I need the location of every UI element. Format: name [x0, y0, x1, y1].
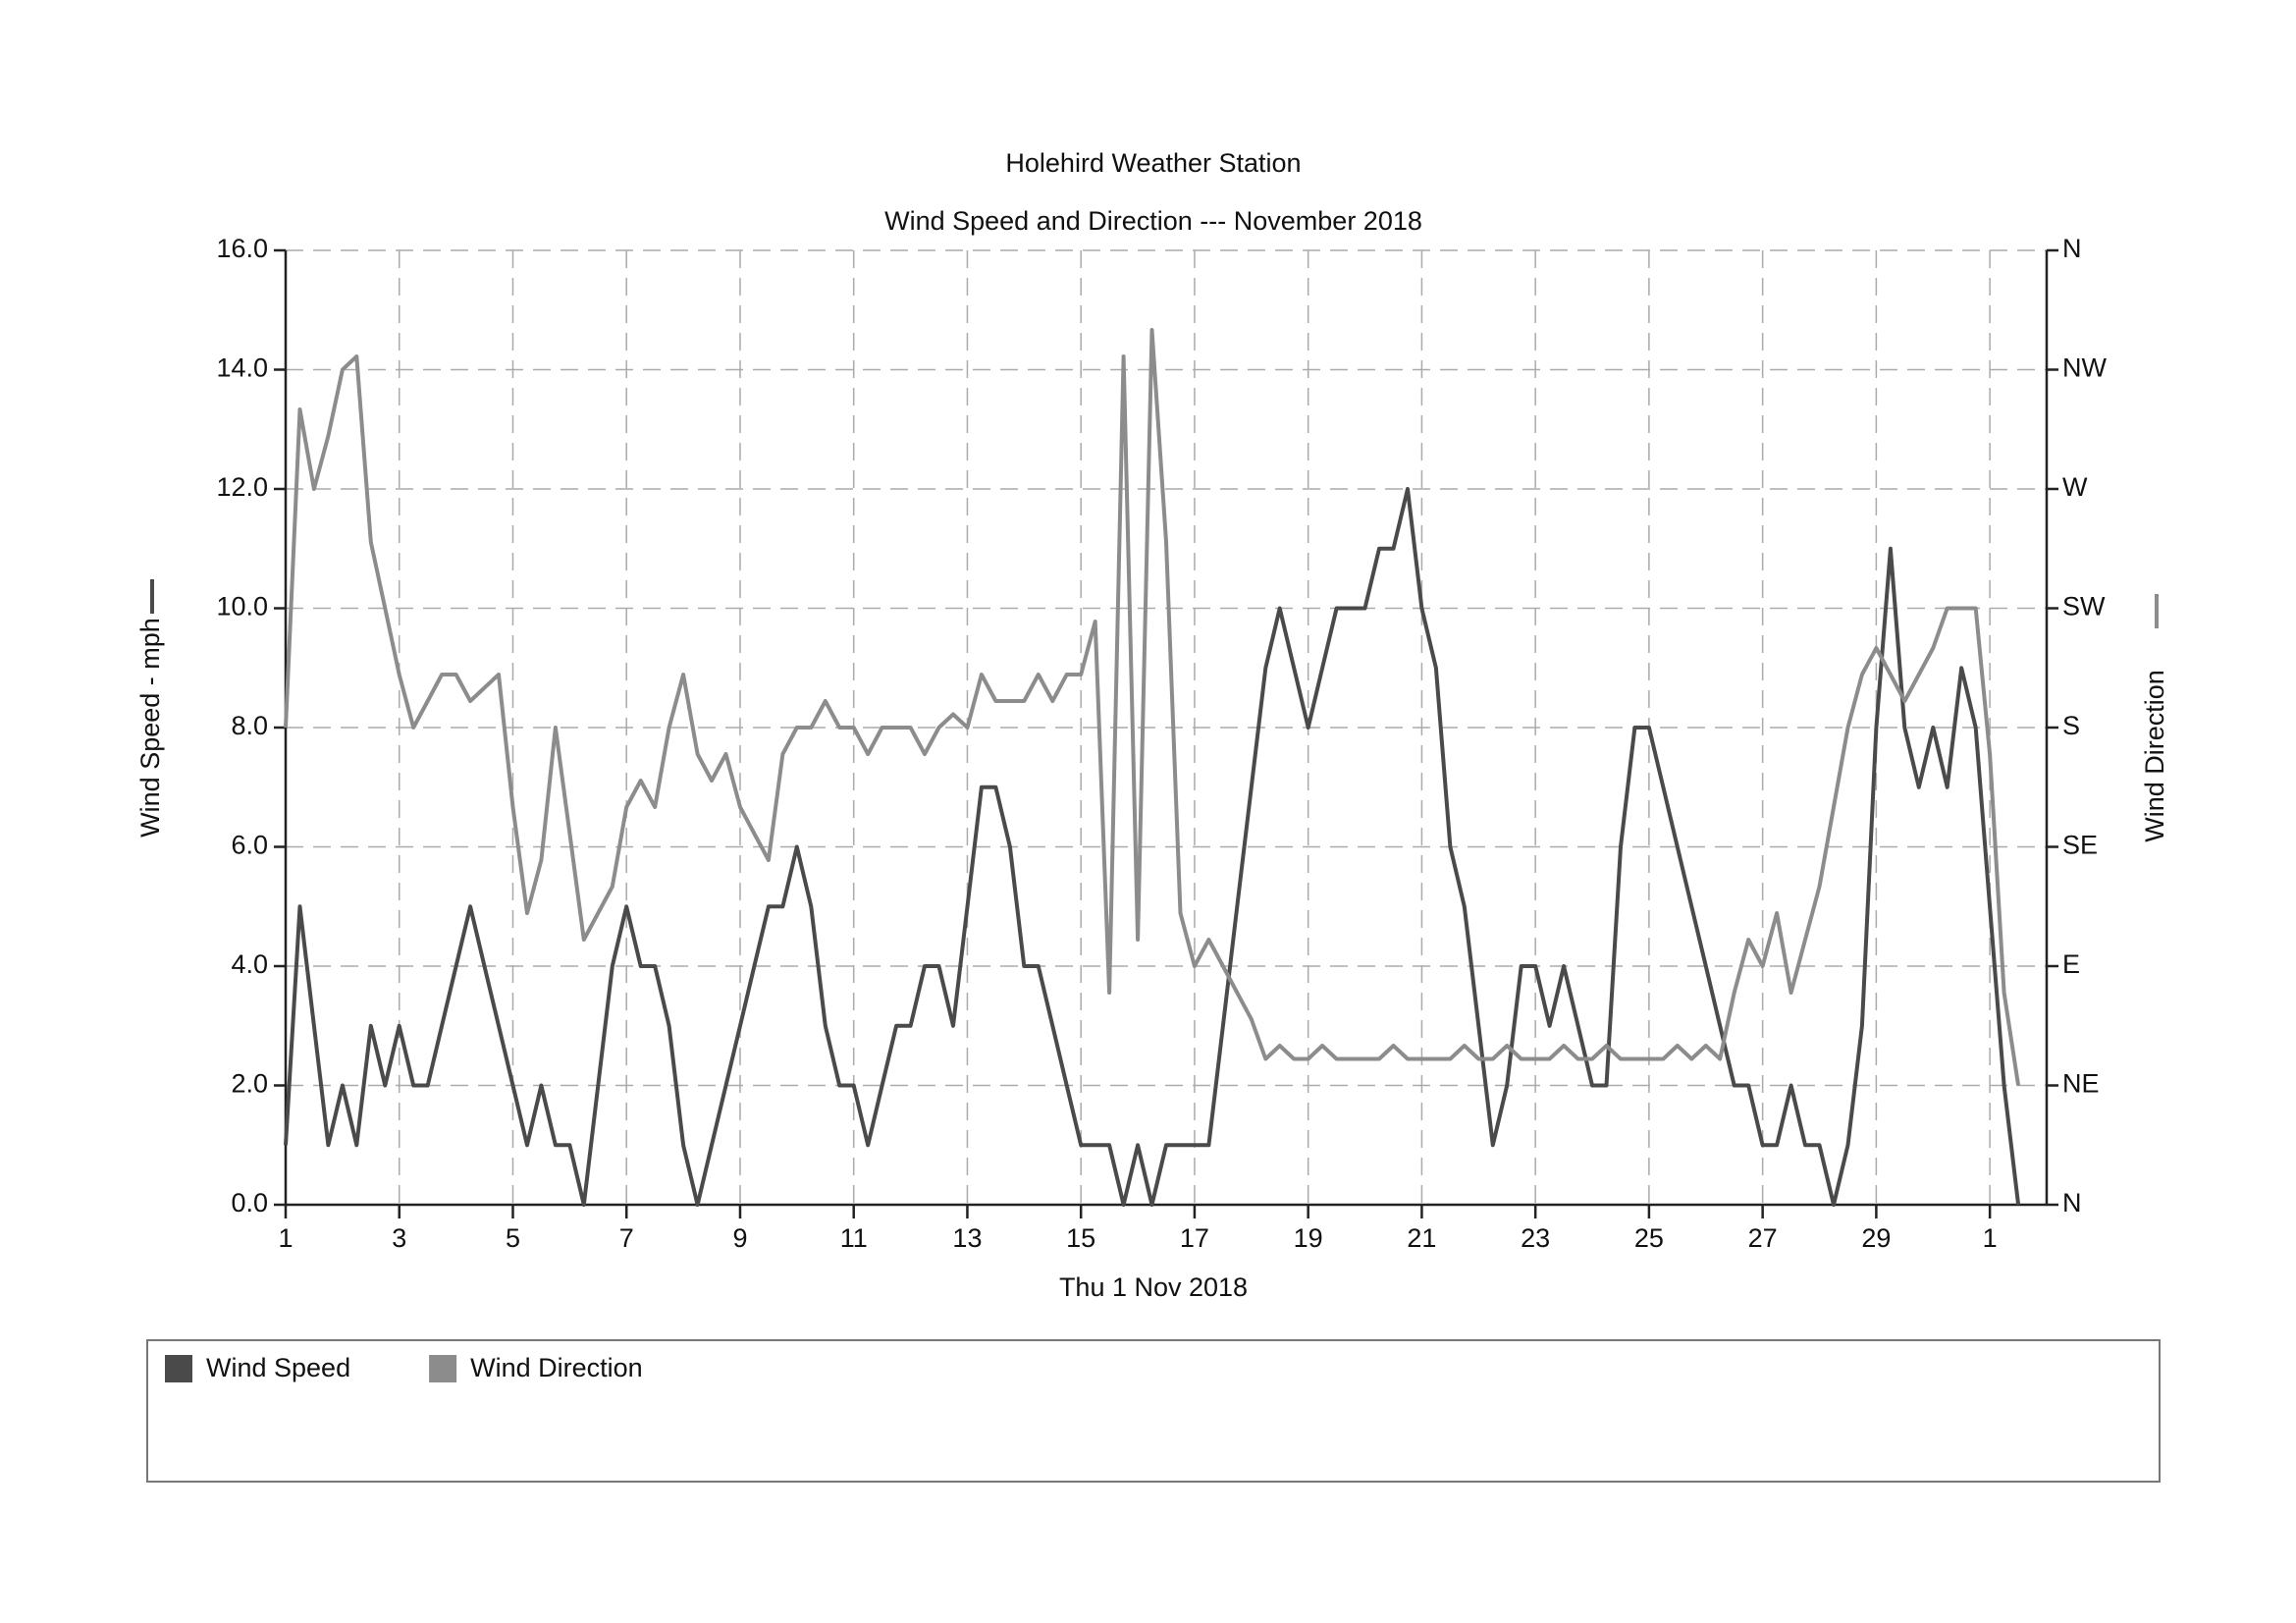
x-tick-label: 1: [1983, 1223, 1998, 1253]
y-axis-label: Wind Speed - mph: [135, 618, 165, 838]
y2-tick-label: NE: [2062, 1069, 2100, 1099]
y-tick-label: 16.0: [216, 234, 268, 263]
x-tick-label: 15: [1066, 1223, 1095, 1253]
x-tick-label: 17: [1180, 1223, 1209, 1253]
y-tick-label: 0.0: [231, 1188, 268, 1217]
x-tick-label: 3: [392, 1223, 406, 1253]
x-tick-label: 1: [278, 1223, 293, 1253]
series-line: [284, 487, 2021, 1207]
y-tick-label: 6.0: [231, 831, 268, 860]
x-tick-label: 27: [1748, 1223, 1778, 1253]
x-tick-label: 25: [1634, 1223, 1664, 1253]
y2-tick-label: W: [2062, 472, 2088, 502]
x-tick-label: 21: [1407, 1223, 1436, 1253]
y-tick-label: 4.0: [231, 949, 268, 979]
y2-tick-label: NW: [2062, 353, 2107, 383]
y-tick-label: 2.0: [231, 1069, 268, 1099]
x-tick-label: 23: [1521, 1223, 1550, 1253]
x-tick-label: 19: [1294, 1223, 1323, 1253]
chart-title: Holehird Weather Station: [1005, 148, 1301, 178]
y2-tick-label: N: [2062, 1188, 2082, 1217]
y2-tick-label: N: [2062, 234, 2082, 263]
y-tick-label: 10.0: [216, 592, 268, 622]
x-axis-label: Thu 1 Nov 2018: [1059, 1272, 1248, 1302]
legend-swatch: [429, 1355, 457, 1382]
y-tick-label: 8.0: [231, 711, 268, 740]
y-tick-label: 14.0: [216, 353, 268, 383]
series-line: [284, 328, 2021, 1086]
x-tick-label: 11: [840, 1223, 868, 1253]
legend-box: [146, 1339, 2161, 1483]
y2-tick-label: S: [2062, 711, 2080, 740]
x-tick-label: 9: [732, 1223, 747, 1253]
x-tick-label: 29: [1861, 1223, 1891, 1253]
legend-swatch: [165, 1355, 192, 1382]
chart-subtitle: Wind Speed and Direction --- November 20…: [884, 206, 1422, 236]
y2-axis-label: Wind Direction: [2140, 670, 2169, 842]
y2-tick-label: SE: [2062, 831, 2098, 860]
x-tick-label: 7: [619, 1223, 634, 1253]
y-tick-label: 12.0: [216, 472, 268, 502]
y2-tick-label: SW: [2062, 592, 2106, 622]
x-tick-label: 5: [506, 1223, 520, 1253]
y2-tick-label: E: [2062, 949, 2080, 979]
x-tick-label: 13: [952, 1223, 982, 1253]
legend-label: Wind Direction: [470, 1353, 643, 1382]
legend-label: Wind Speed: [206, 1353, 350, 1382]
